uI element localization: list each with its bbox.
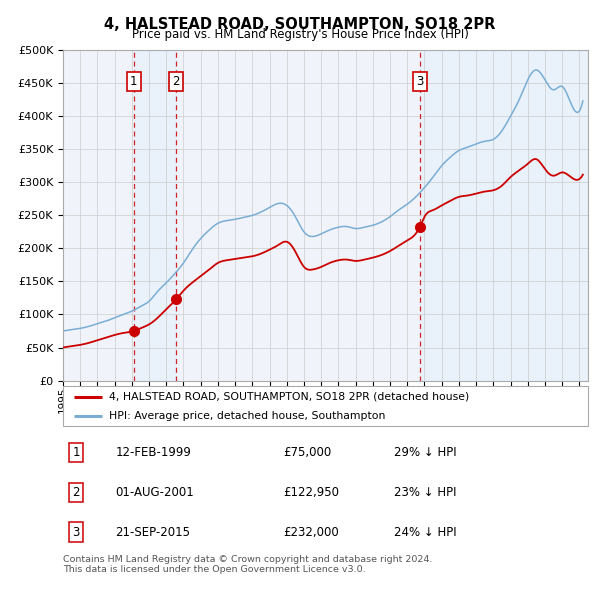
Bar [419, 50, 588, 381]
Text: 1: 1 [130, 75, 137, 88]
Text: 2: 2 [73, 486, 80, 499]
Text: 3: 3 [73, 526, 80, 539]
Text: 1: 1 [73, 446, 80, 459]
Text: Price paid vs. HM Land Registry's House Price Index (HPI): Price paid vs. HM Land Registry's House … [131, 28, 469, 41]
Text: £75,000: £75,000 [284, 446, 332, 459]
Text: 21-SEP-2015: 21-SEP-2015 [115, 526, 191, 539]
Text: 23% ↓ HPI: 23% ↓ HPI [394, 486, 456, 499]
Text: 01-AUG-2001: 01-AUG-2001 [115, 486, 194, 499]
Text: £122,950: £122,950 [284, 486, 340, 499]
Text: Contains HM Land Registry data © Crown copyright and database right 2024.
This d: Contains HM Land Registry data © Crown c… [63, 555, 433, 574]
Text: £232,000: £232,000 [284, 526, 339, 539]
Text: 3: 3 [416, 75, 424, 88]
FancyBboxPatch shape [63, 386, 588, 426]
Text: 2: 2 [173, 75, 180, 88]
Bar [134, 50, 176, 381]
Text: HPI: Average price, detached house, Southampton: HPI: Average price, detached house, Sout… [109, 411, 386, 421]
Text: 12-FEB-1999: 12-FEB-1999 [115, 446, 191, 459]
Text: 4, HALSTEAD ROAD, SOUTHAMPTON, SO18 2PR (detached house): 4, HALSTEAD ROAD, SOUTHAMPTON, SO18 2PR … [109, 392, 469, 402]
Text: 24% ↓ HPI: 24% ↓ HPI [394, 526, 457, 539]
Text: 4, HALSTEAD ROAD, SOUTHAMPTON, SO18 2PR: 4, HALSTEAD ROAD, SOUTHAMPTON, SO18 2PR [104, 17, 496, 31]
Text: 29% ↓ HPI: 29% ↓ HPI [394, 446, 457, 459]
